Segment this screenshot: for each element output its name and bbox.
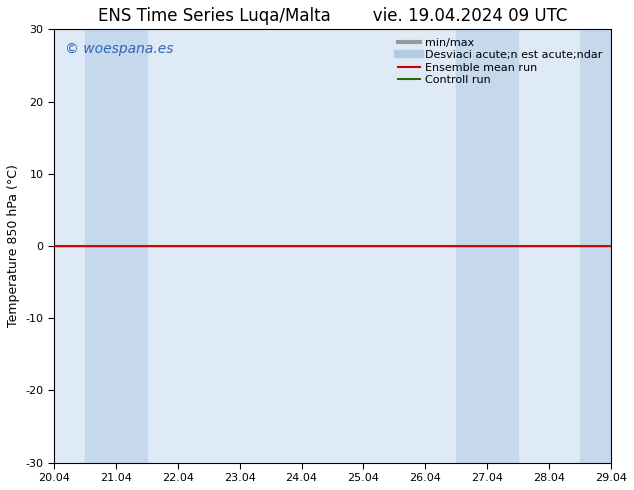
Bar xyxy=(580,29,611,463)
Y-axis label: Temperature 850 hPa (°C): Temperature 850 hPa (°C) xyxy=(7,165,20,327)
Bar xyxy=(456,29,518,463)
Text: © woespana.es: © woespana.es xyxy=(65,42,174,56)
Legend: min/max, Desviaci acute;n est acute;ndar, Ensemble mean run, Controll run: min/max, Desviaci acute;n est acute;ndar… xyxy=(395,35,605,88)
Title: ENS Time Series Luqa/Malta        vie. 19.04.2024 09 UTC: ENS Time Series Luqa/Malta vie. 19.04.20… xyxy=(98,7,567,25)
Bar xyxy=(85,29,147,463)
